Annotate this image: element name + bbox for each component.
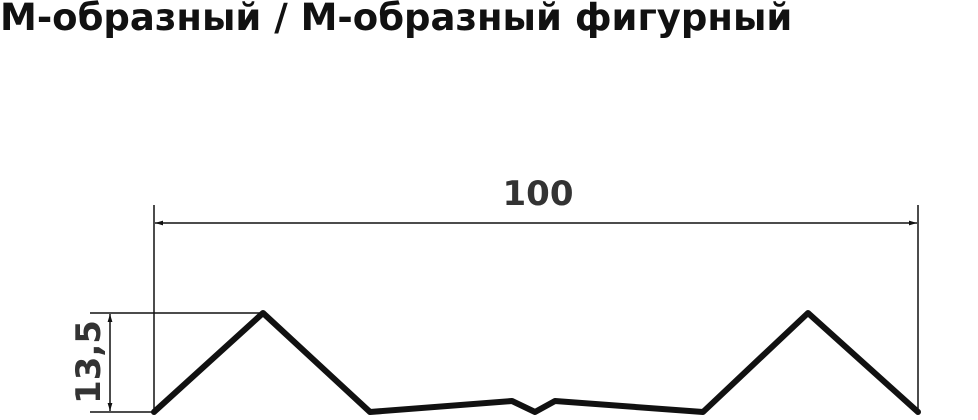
diagram-title: М-образный / М-образный фигурный [0,0,793,39]
width-label: 100 [503,174,574,214]
height-label: 13,5 [69,320,109,404]
profile-outline [151,310,921,415]
